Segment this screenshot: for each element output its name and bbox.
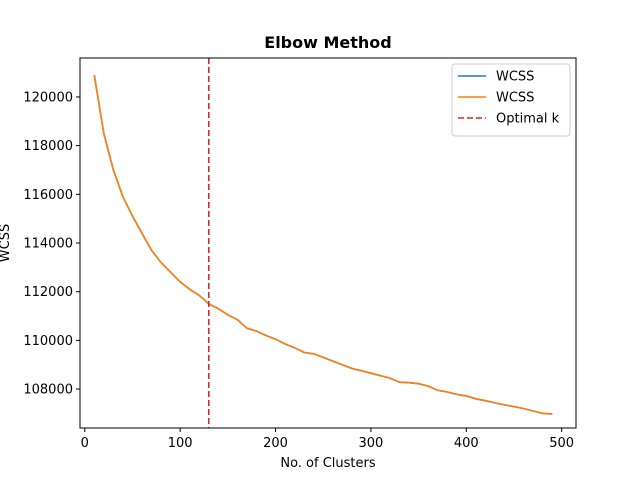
y-tick-label: 112000 <box>23 285 73 300</box>
x-tick-label: 500 <box>549 436 574 451</box>
plot-area <box>93 58 553 428</box>
y-tick-label: 114000 <box>23 237 73 252</box>
series-line-2 <box>93 74 553 415</box>
legend-label: Optimal k <box>496 112 560 127</box>
y-tick-label: 118000 <box>23 139 73 154</box>
y-tick-label: 120000 <box>23 90 73 105</box>
legend-label: WCSS <box>496 70 534 85</box>
y-tick-label: 116000 <box>23 188 73 203</box>
x-axis-label: No. of Clusters <box>280 456 376 471</box>
y-axis: 108000 110000 112000 114000 116000 118000 1200… <box>23 90 80 398</box>
x-tick-label: 400 <box>454 436 479 451</box>
y-tick-label: 108000 <box>23 383 73 398</box>
y-tick-label: 110000 <box>23 334 73 349</box>
legend-label: WCSS <box>496 91 534 106</box>
x-tick-label: 300 <box>359 436 384 451</box>
x-tick-label: 200 <box>263 436 288 451</box>
x-tick-label: 100 <box>168 436 193 451</box>
x-axis: 0 100 200 300 400 500 <box>81 428 574 451</box>
x-tick-label: 0 <box>81 436 89 451</box>
y-axis-label: WCSS <box>0 224 13 262</box>
chart-title: Elbow Method <box>264 33 391 52</box>
legend: WCSS WCSS Optimal k <box>451 63 571 137</box>
